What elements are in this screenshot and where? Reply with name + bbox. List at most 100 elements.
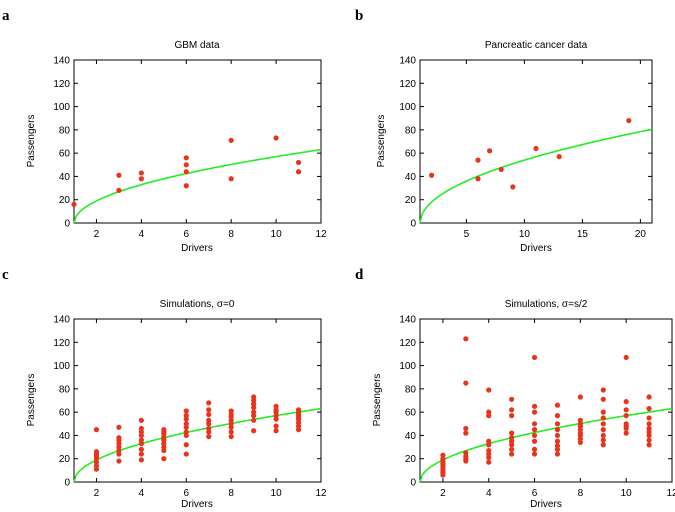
- plot-frame-b: [419, 59, 653, 224]
- data-point-c: [251, 417, 257, 423]
- data-point-c: [183, 416, 189, 422]
- data-point-a: [228, 137, 234, 143]
- chart-title-d: Simulations, σ=s/2: [505, 299, 588, 310]
- data-point-b: [510, 184, 516, 190]
- x-tick-label-a: 10: [271, 229, 283, 240]
- y-tick-label-c: 40: [59, 431, 71, 442]
- data-point-d: [554, 402, 561, 408]
- y-tick-label-b: 20: [405, 195, 417, 206]
- data-point-d: [531, 446, 538, 452]
- x-axis-label-a: Drivers: [181, 243, 213, 254]
- data-point-c: [273, 416, 279, 422]
- data-point-d: [623, 354, 629, 361]
- panel-letter-c: c: [2, 267, 9, 283]
- y-tick-label-c: 0: [64, 478, 70, 489]
- y-axis-label-a: Passengers: [26, 115, 37, 168]
- x-tick-label-a: 12: [315, 229, 327, 240]
- data-point-c: [138, 440, 144, 447]
- data-point-c: [183, 408, 189, 414]
- data-point-d: [646, 421, 652, 427]
- data-point-b: [487, 148, 493, 154]
- data-point-c: [93, 466, 100, 472]
- y-tick-label-b: 40: [405, 172, 417, 183]
- x-axis-label-c: Drivers: [181, 499, 213, 510]
- data-point-d: [463, 336, 469, 342]
- data-point-c: [251, 413, 257, 419]
- data-point-a: [138, 170, 144, 176]
- data-point-d: [646, 442, 652, 448]
- x-axis-label-d: Drivers: [530, 499, 562, 510]
- data-point-d: [509, 442, 515, 448]
- data-point-c: [116, 458, 122, 464]
- y-tick-label-a: 140: [53, 56, 70, 67]
- x-tick-label-a: 8: [228, 229, 234, 240]
- data-point-c: [228, 424, 234, 430]
- data-point-c: [183, 451, 189, 457]
- data-point-d: [531, 438, 538, 444]
- x-tick-label-d: 2: [440, 488, 446, 499]
- x-tick-label-c: 12: [315, 488, 327, 499]
- panel-d: d Simulations, σ=s/2 Drivers Passengers …: [355, 267, 675, 510]
- x-tick-label-a: 4: [139, 229, 145, 240]
- y-tick-label-b: 140: [399, 56, 416, 67]
- data-point-d: [509, 413, 515, 419]
- data-point-b: [475, 176, 481, 182]
- x-tick-label-d: 10: [621, 488, 633, 499]
- y-tick-label-d: 60: [405, 408, 417, 419]
- data-point-c: [138, 457, 144, 463]
- x-tick-label-c: 2: [94, 488, 100, 499]
- data-point-c: [228, 433, 234, 440]
- data-point-d: [509, 451, 515, 457]
- data-point-b: [475, 157, 481, 163]
- data-point-a: [116, 187, 122, 193]
- y-tick-label-d: 40: [405, 431, 417, 442]
- data-point-c: [138, 432, 144, 439]
- data-point-d: [623, 425, 629, 432]
- data-point-c: [183, 432, 189, 439]
- y-tick-label-b: 80: [405, 125, 417, 136]
- y-tick-label-d: 0: [410, 478, 416, 489]
- data-point-d: [646, 415, 652, 421]
- y-axis-label-d: Passengers: [372, 374, 383, 427]
- data-point-d: [531, 421, 538, 427]
- data-point-d: [646, 406, 652, 412]
- x-tick-label-c: 8: [228, 488, 234, 499]
- y-tick-label-a: 20: [59, 195, 71, 206]
- data-point-d: [554, 421, 561, 427]
- x-tick-label-b: 5: [464, 229, 470, 240]
- data-point-c: [228, 429, 234, 435]
- y-tick-label-d: 120: [399, 338, 416, 349]
- data-point-c: [251, 428, 257, 434]
- data-point-d: [646, 432, 652, 439]
- data-point-c: [116, 451, 122, 457]
- y-tick-label-a: 80: [59, 125, 71, 136]
- y-tick-label-c: 20: [59, 454, 71, 465]
- y-tick-label-c: 60: [59, 408, 71, 419]
- data-point-d: [600, 432, 606, 439]
- data-point-d: [646, 394, 652, 400]
- y-tick-label-d: 100: [399, 361, 416, 372]
- data-point-c: [295, 427, 302, 433]
- y-tick-label-d: 80: [405, 384, 417, 395]
- panel-a: a GBM data Drivers Passengers 0 20 40 60 80 1…: [2, 8, 327, 254]
- y-tick-label-b: 100: [399, 102, 416, 113]
- plot-area-b: 0 20 40 60 80 100 120 140 5 10 15 20: [399, 56, 653, 240]
- x-tick-label-b: 15: [577, 229, 589, 240]
- y-tick-label-c: 140: [53, 315, 70, 326]
- data-point-d: [577, 394, 583, 400]
- data-point-c: [183, 424, 189, 430]
- chart-title-b: Pancreatic cancer data: [485, 40, 588, 51]
- data-point-d: [600, 421, 606, 427]
- data-point-c: [93, 427, 100, 433]
- x-tick-label-d: 4: [486, 488, 492, 499]
- data-point-c: [206, 429, 212, 435]
- data-point-d: [600, 437, 606, 443]
- data-point-d: [509, 446, 515, 452]
- data-point-d: [554, 438, 561, 444]
- data-point-d: [600, 442, 606, 448]
- y-tick-label-a: 100: [53, 102, 70, 113]
- data-point-d: [623, 399, 629, 405]
- y-tick-label-a: 120: [53, 79, 70, 90]
- data-point-c: [138, 446, 144, 452]
- data-point-a: [183, 169, 189, 175]
